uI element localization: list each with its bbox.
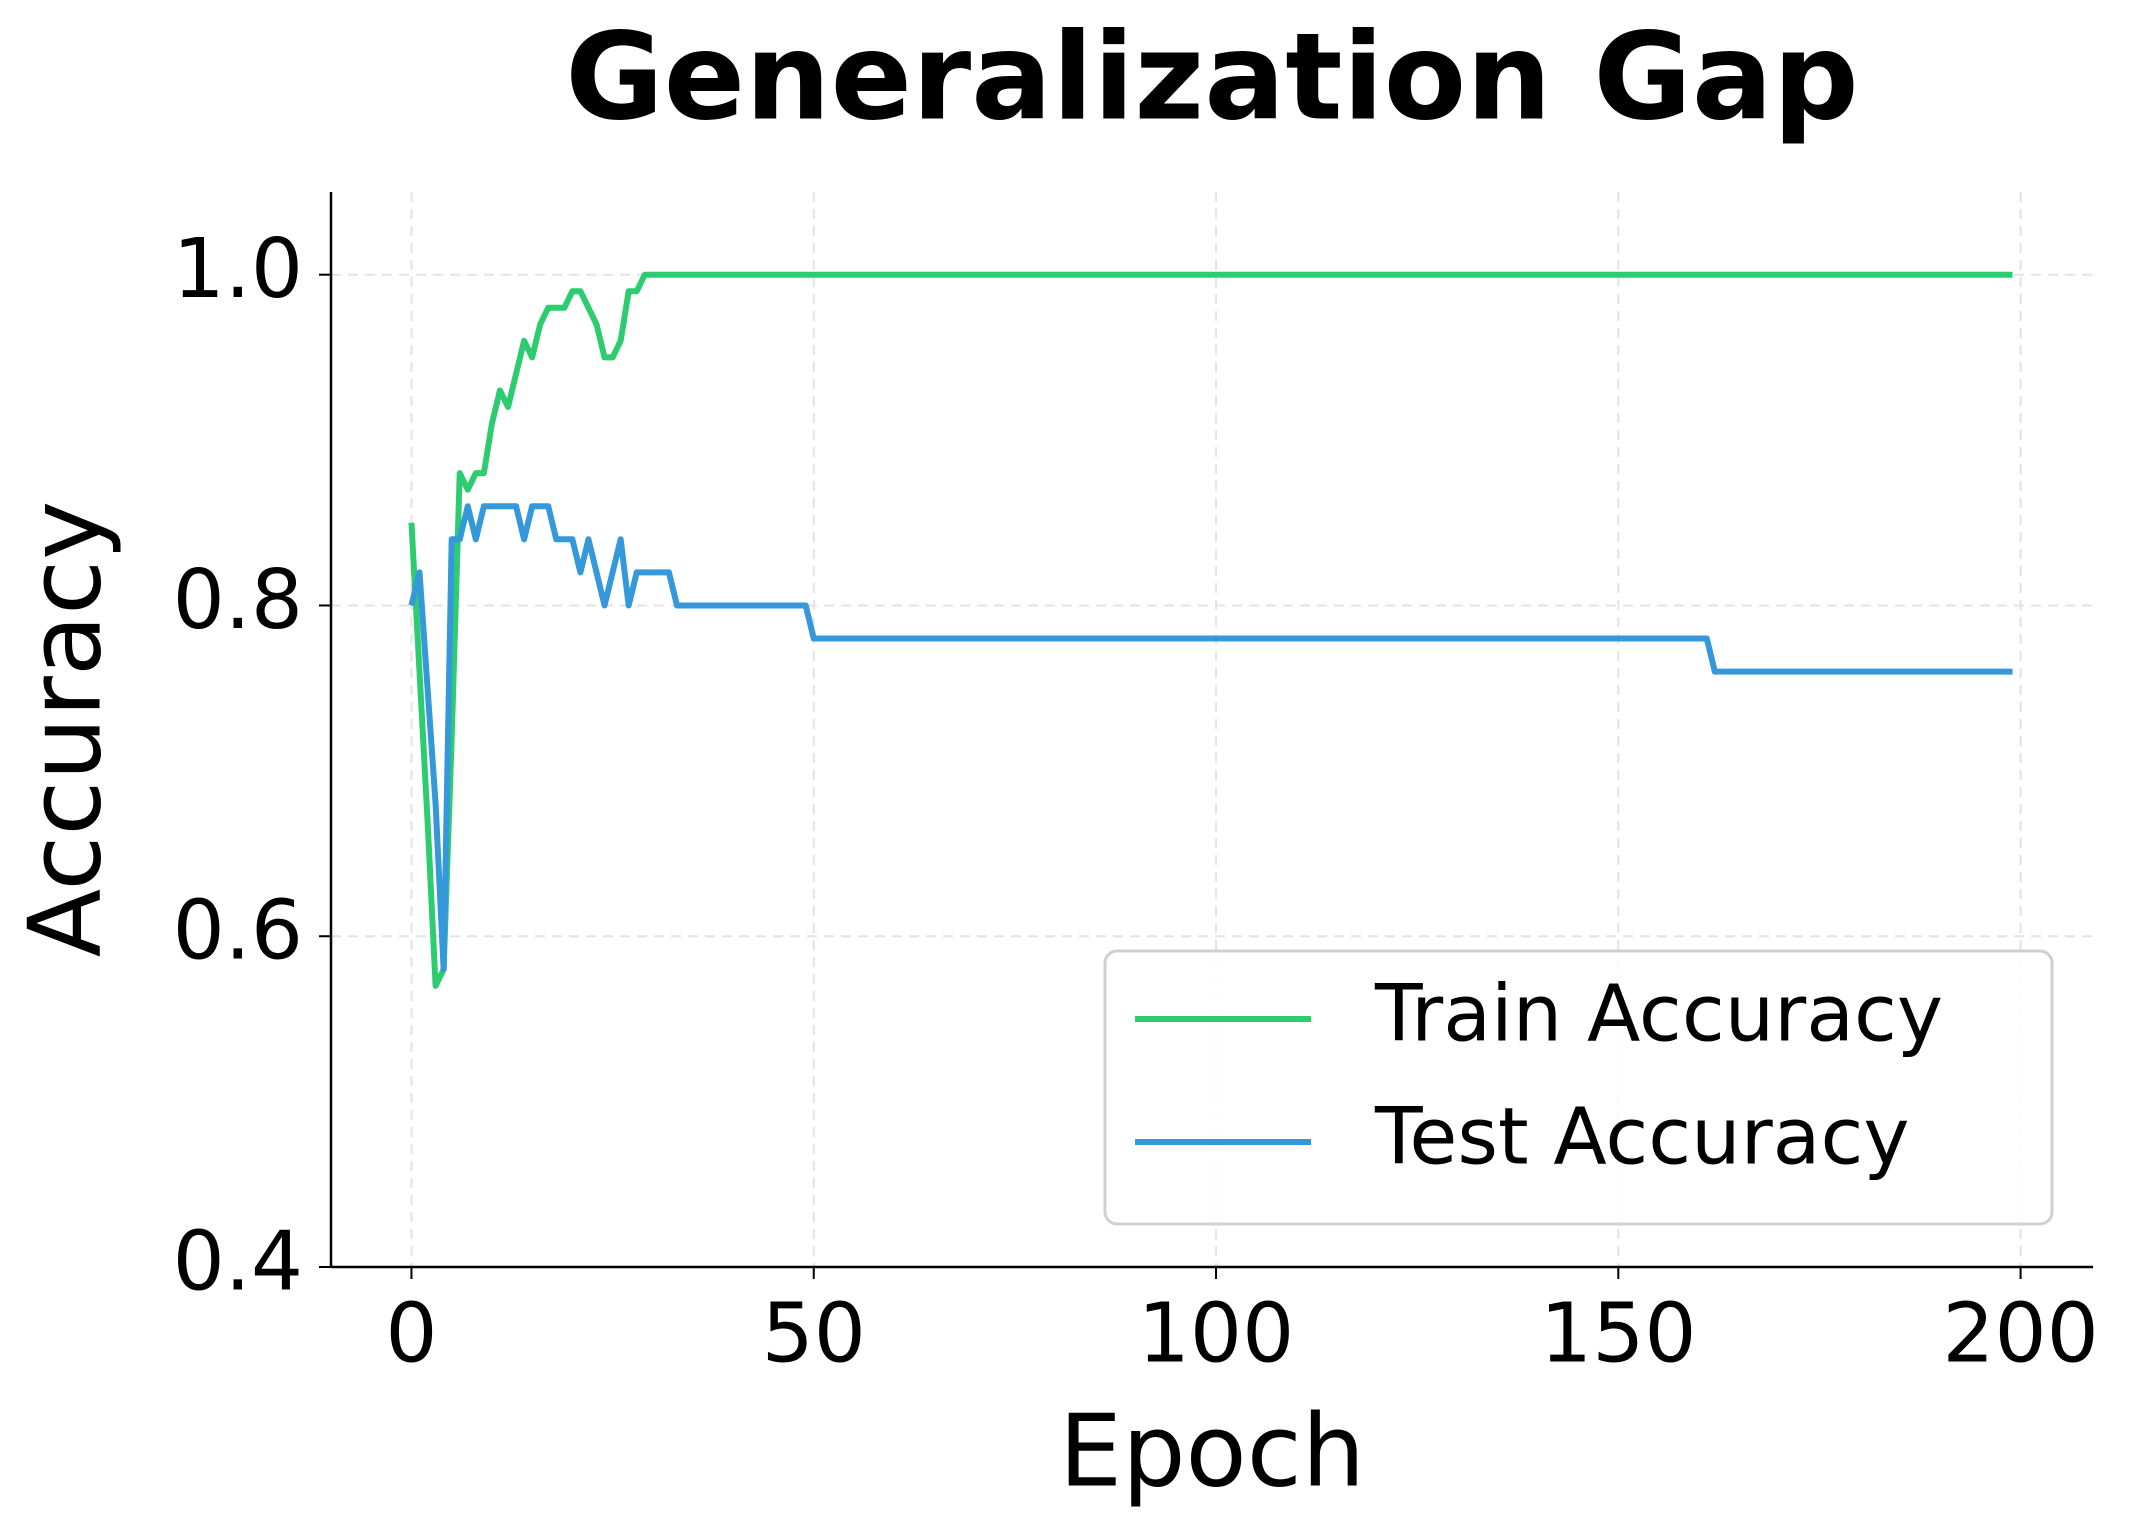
x-tick-label: 0 [385, 1286, 437, 1381]
y-tick-label: 1.0 [173, 222, 303, 317]
y-tick-label: 0.8 [173, 553, 303, 648]
y-axis-label: Accuracy [6, 501, 123, 958]
x-tick-label: 50 [762, 1286, 866, 1381]
y-tick-label: 0.6 [173, 884, 303, 979]
line [408, 271, 2013, 989]
line [408, 503, 2013, 973]
y-tick-label: 0.4 [173, 1214, 303, 1309]
legend-box [1103, 949, 2054, 1226]
x-axis-label: Epoch [1059, 1392, 1365, 1509]
legend-label: Test Accuracy [1374, 1092, 1910, 1182]
x-tick-label: 150 [1540, 1286, 1697, 1381]
legend-label: Train Accuracy [1374, 969, 1943, 1059]
x-tick-label: 100 [1138, 1286, 1295, 1381]
x-tick-label: 200 [1942, 1286, 2099, 1381]
chart-title: Generalization Gap [565, 9, 1858, 148]
